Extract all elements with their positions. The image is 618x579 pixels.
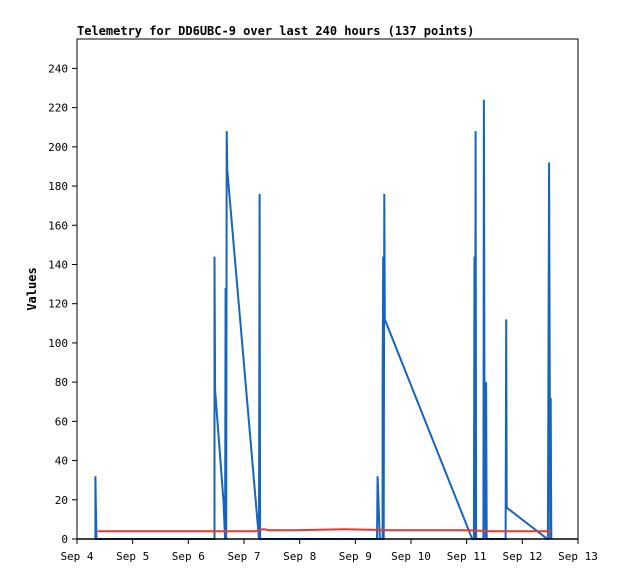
y-axis: 0 20 40 60 80 100 120 140 160 180 200 220 240 — [48, 62, 77, 546]
x-tick-label: Sep 9 — [339, 550, 372, 563]
chart-title: Telemetry for DD6UBC-9 over last 240 hou… — [77, 24, 474, 38]
series-layer — [94, 99, 553, 540]
y-tick-label: 60 — [55, 415, 68, 428]
y-tick-label: 100 — [48, 337, 68, 350]
x-tick-label: Sep 13 — [558, 550, 598, 563]
x-tick-label: Sep 10 — [391, 550, 431, 563]
y-axis-label: Values — [25, 267, 39, 310]
y-tick-label: 140 — [48, 258, 68, 271]
x-tick-label: Sep 11 — [447, 550, 487, 563]
series-line-2 — [97, 528, 552, 533]
y-tick-label: 40 — [55, 455, 68, 468]
y-tick-label: 160 — [48, 219, 68, 232]
y-tick-label: 180 — [48, 180, 68, 193]
y-tick-label: 240 — [48, 62, 68, 75]
x-tick-label: Sep 8 — [283, 550, 316, 563]
x-tick-label: Sep 7 — [227, 550, 260, 563]
y-tick-label: 20 — [55, 494, 68, 507]
x-tick-label: Sep 6 — [172, 550, 205, 563]
y-tick-label: 80 — [55, 376, 68, 389]
series-line-1 — [94, 99, 553, 540]
y-tick-label: 200 — [48, 141, 68, 154]
x-tick-label: Sep 12 — [502, 550, 542, 563]
y-tick-label: 120 — [48, 298, 68, 311]
y-tick-label: 220 — [48, 102, 68, 115]
x-axis: Sep 4 Sep 5 Sep 6 Sep 7 Sep 8 Sep 9 Sep 10 Sep … — [60, 539, 598, 563]
x-tick-label: Sep 4 — [60, 550, 93, 563]
x-tick-label: Sep 5 — [116, 550, 149, 563]
y-tick-label: 0 — [61, 533, 68, 546]
plot-area — [76, 38, 579, 540]
